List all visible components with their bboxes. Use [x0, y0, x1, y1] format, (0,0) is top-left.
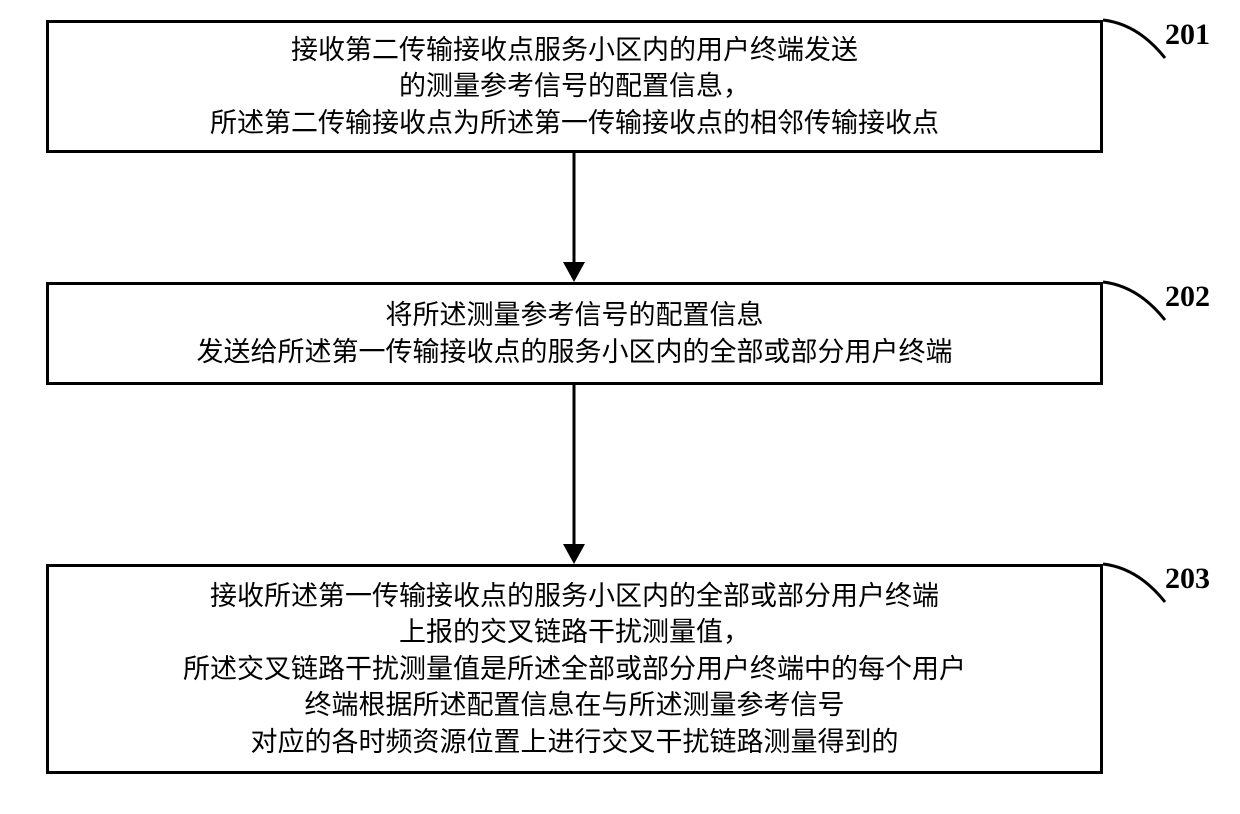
node-text: 终端根据所述配置信息在与所述测量参考信号 — [305, 687, 845, 723]
flow-edge — [562, 153, 586, 282]
node-label-203: 203 — [1165, 562, 1210, 596]
node-text: 对应的各时频资源位置上进行交叉干扰链路测量得到的 — [251, 724, 899, 760]
node-text: 将所述测量参考信号的配置信息 — [386, 297, 764, 333]
flow-node-203: 接收所述第一传输接收点的服务小区内的全部或部分用户终端 上报的交叉链路干扰测量值… — [46, 564, 1103, 774]
flow-edge — [562, 385, 586, 564]
flowchart-canvas: 接收第二传输接收点服务小区内的用户终端发送 的测量参考信号的配置信息， 所述第二… — [0, 0, 1240, 814]
label-connector — [1103, 20, 1173, 68]
node-label-201: 201 — [1165, 18, 1210, 52]
label-connector — [1103, 564, 1173, 612]
node-text: 接收第二传输接收点服务小区内的用户终端发送 — [291, 32, 858, 68]
node-text: 上报的交叉链路干扰测量值， — [399, 614, 750, 650]
label-connector — [1103, 282, 1173, 330]
flow-node-201: 接收第二传输接收点服务小区内的用户终端发送 的测量参考信号的配置信息， 所述第二… — [46, 20, 1103, 153]
flow-node-202: 将所述测量参考信号的配置信息 发送给所述第一传输接收点的服务小区内的全部或部分用… — [46, 282, 1103, 385]
node-text: 所述交叉链路干扰测量值是所述全部或部分用户终端中的每个用户 — [183, 651, 966, 687]
node-text: 发送给所述第一传输接收点的服务小区内的全部或部分用户终端 — [197, 334, 953, 370]
node-text: 的测量参考信号的配置信息， — [399, 68, 750, 104]
node-text: 所述第二传输接收点为所述第一传输接收点的相邻传输接收点 — [210, 105, 939, 141]
node-label-202: 202 — [1165, 280, 1210, 314]
node-text: 接收所述第一传输接收点的服务小区内的全部或部分用户终端 — [210, 578, 939, 614]
